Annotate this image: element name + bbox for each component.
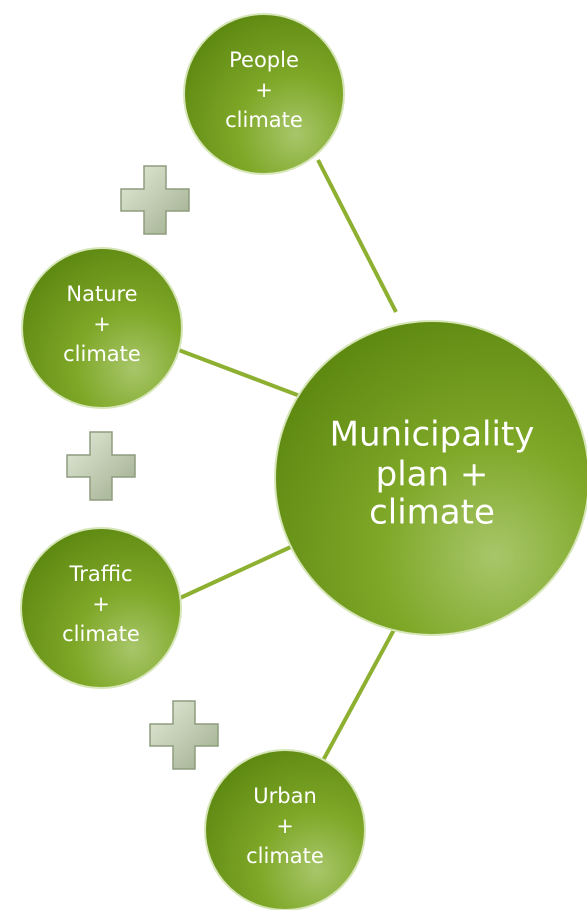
node-label: People — [229, 48, 299, 72]
node-label: + — [255, 78, 273, 102]
satellite-node: Nature + climate — [21, 247, 183, 409]
circle — [20, 527, 182, 689]
circle — [274, 320, 587, 636]
satellite-node: People + climate — [183, 13, 345, 175]
node-label: plan + — [376, 455, 489, 495]
connector — [179, 543, 296, 600]
node-label: climate — [63, 342, 141, 366]
connectors — [175, 159, 398, 767]
node-label: + — [276, 814, 294, 838]
node-label: climate — [246, 844, 324, 868]
plus-sign — [120, 165, 190, 235]
node-label: climate — [369, 493, 495, 533]
plus-sign — [66, 431, 136, 501]
node-label: Traffic — [68, 562, 132, 586]
node-label: Urban — [253, 784, 317, 808]
satellite-node: Urban + climate — [204, 749, 366, 910]
node-label: Municipality — [330, 415, 535, 455]
connector — [316, 159, 398, 313]
node-label: climate — [225, 108, 303, 132]
plus-sign — [149, 700, 219, 770]
satellite-node: Traffic + climate — [20, 527, 182, 689]
connector — [175, 347, 301, 398]
circle — [183, 13, 345, 175]
node-label: Nature — [66, 282, 137, 306]
circle — [21, 247, 183, 409]
circle — [204, 749, 366, 910]
node-label: climate — [62, 622, 140, 646]
center-node: Municipality plan + climate — [274, 320, 587, 636]
node-label: + — [93, 312, 111, 336]
connector — [318, 625, 398, 767]
node-label: + — [92, 592, 110, 616]
